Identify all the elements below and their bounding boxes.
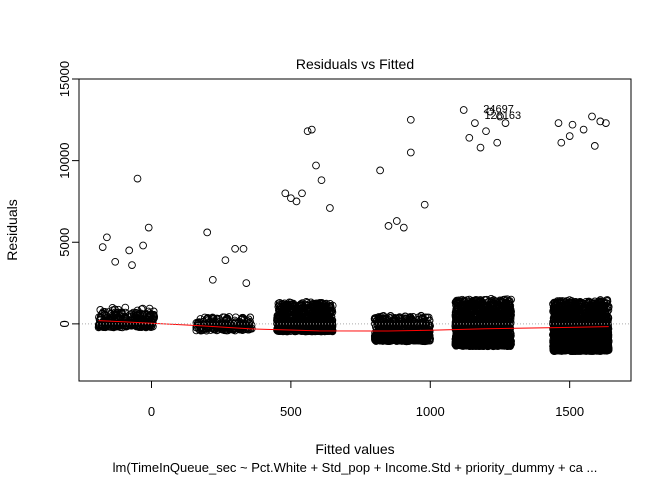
data-point: [384, 313, 393, 322]
data-point: [275, 301, 284, 309]
data-point: [283, 301, 291, 310]
data-point: [238, 314, 247, 322]
data-point: [294, 311, 303, 319]
data-point: [146, 310, 155, 319]
data-point: [131, 317, 140, 326]
data-point: [409, 336, 417, 344]
data-point: [397, 320, 406, 329]
data-point: [121, 303, 130, 312]
data-point: [316, 325, 325, 334]
data-point: [113, 313, 122, 322]
data-point: [323, 311, 332, 320]
data-point: [197, 324, 206, 332]
data-point: [198, 320, 207, 329]
data-point: [402, 319, 410, 328]
data-point: [210, 324, 219, 333]
data-point: [418, 325, 426, 333]
data-point: [273, 315, 282, 324]
data-point: [226, 322, 235, 331]
data-points: [94, 106, 613, 355]
data-point: [423, 332, 431, 341]
data-point: [136, 314, 145, 322]
data-point: [395, 330, 404, 339]
data-point: [113, 310, 122, 319]
data-point: [326, 325, 334, 333]
data-point: [309, 312, 318, 321]
data-point: [108, 303, 117, 312]
data-point: [424, 330, 433, 339]
data-point: [208, 324, 216, 333]
data-point: [119, 312, 128, 321]
data-point: [302, 317, 311, 326]
data-point: [283, 323, 292, 332]
data-point: [391, 317, 400, 326]
data-point: [278, 312, 287, 321]
data-point: [213, 325, 222, 334]
data-point: [274, 306, 283, 314]
data-point: [212, 315, 221, 324]
data-point: [109, 323, 118, 332]
data-point: [411, 332, 420, 340]
data-point: [308, 324, 317, 332]
data-point: [236, 319, 245, 328]
data-point: [326, 300, 334, 308]
data-point: [314, 311, 323, 320]
data-point: [135, 309, 144, 318]
data-point: [110, 322, 119, 330]
data-point: [192, 326, 201, 335]
data-point: [204, 316, 213, 324]
data-point: [111, 308, 119, 317]
data-point: [309, 302, 317, 311]
data-point: [409, 331, 418, 339]
data-point: [220, 313, 229, 322]
data-point: [98, 309, 107, 318]
data-point: [202, 325, 211, 333]
data-point: [297, 308, 306, 316]
data-point: [236, 322, 245, 331]
data-point: [101, 322, 109, 331]
data-point: [94, 323, 103, 332]
data-point: [303, 303, 312, 312]
data-point: [277, 325, 286, 333]
data-point: [137, 305, 146, 314]
data-point: [274, 327, 282, 335]
data-point: [228, 325, 237, 334]
data-point: [98, 321, 107, 330]
data-point: [297, 318, 306, 326]
data-point: [192, 318, 201, 327]
data-point: [237, 319, 246, 327]
data-point: [132, 322, 141, 331]
